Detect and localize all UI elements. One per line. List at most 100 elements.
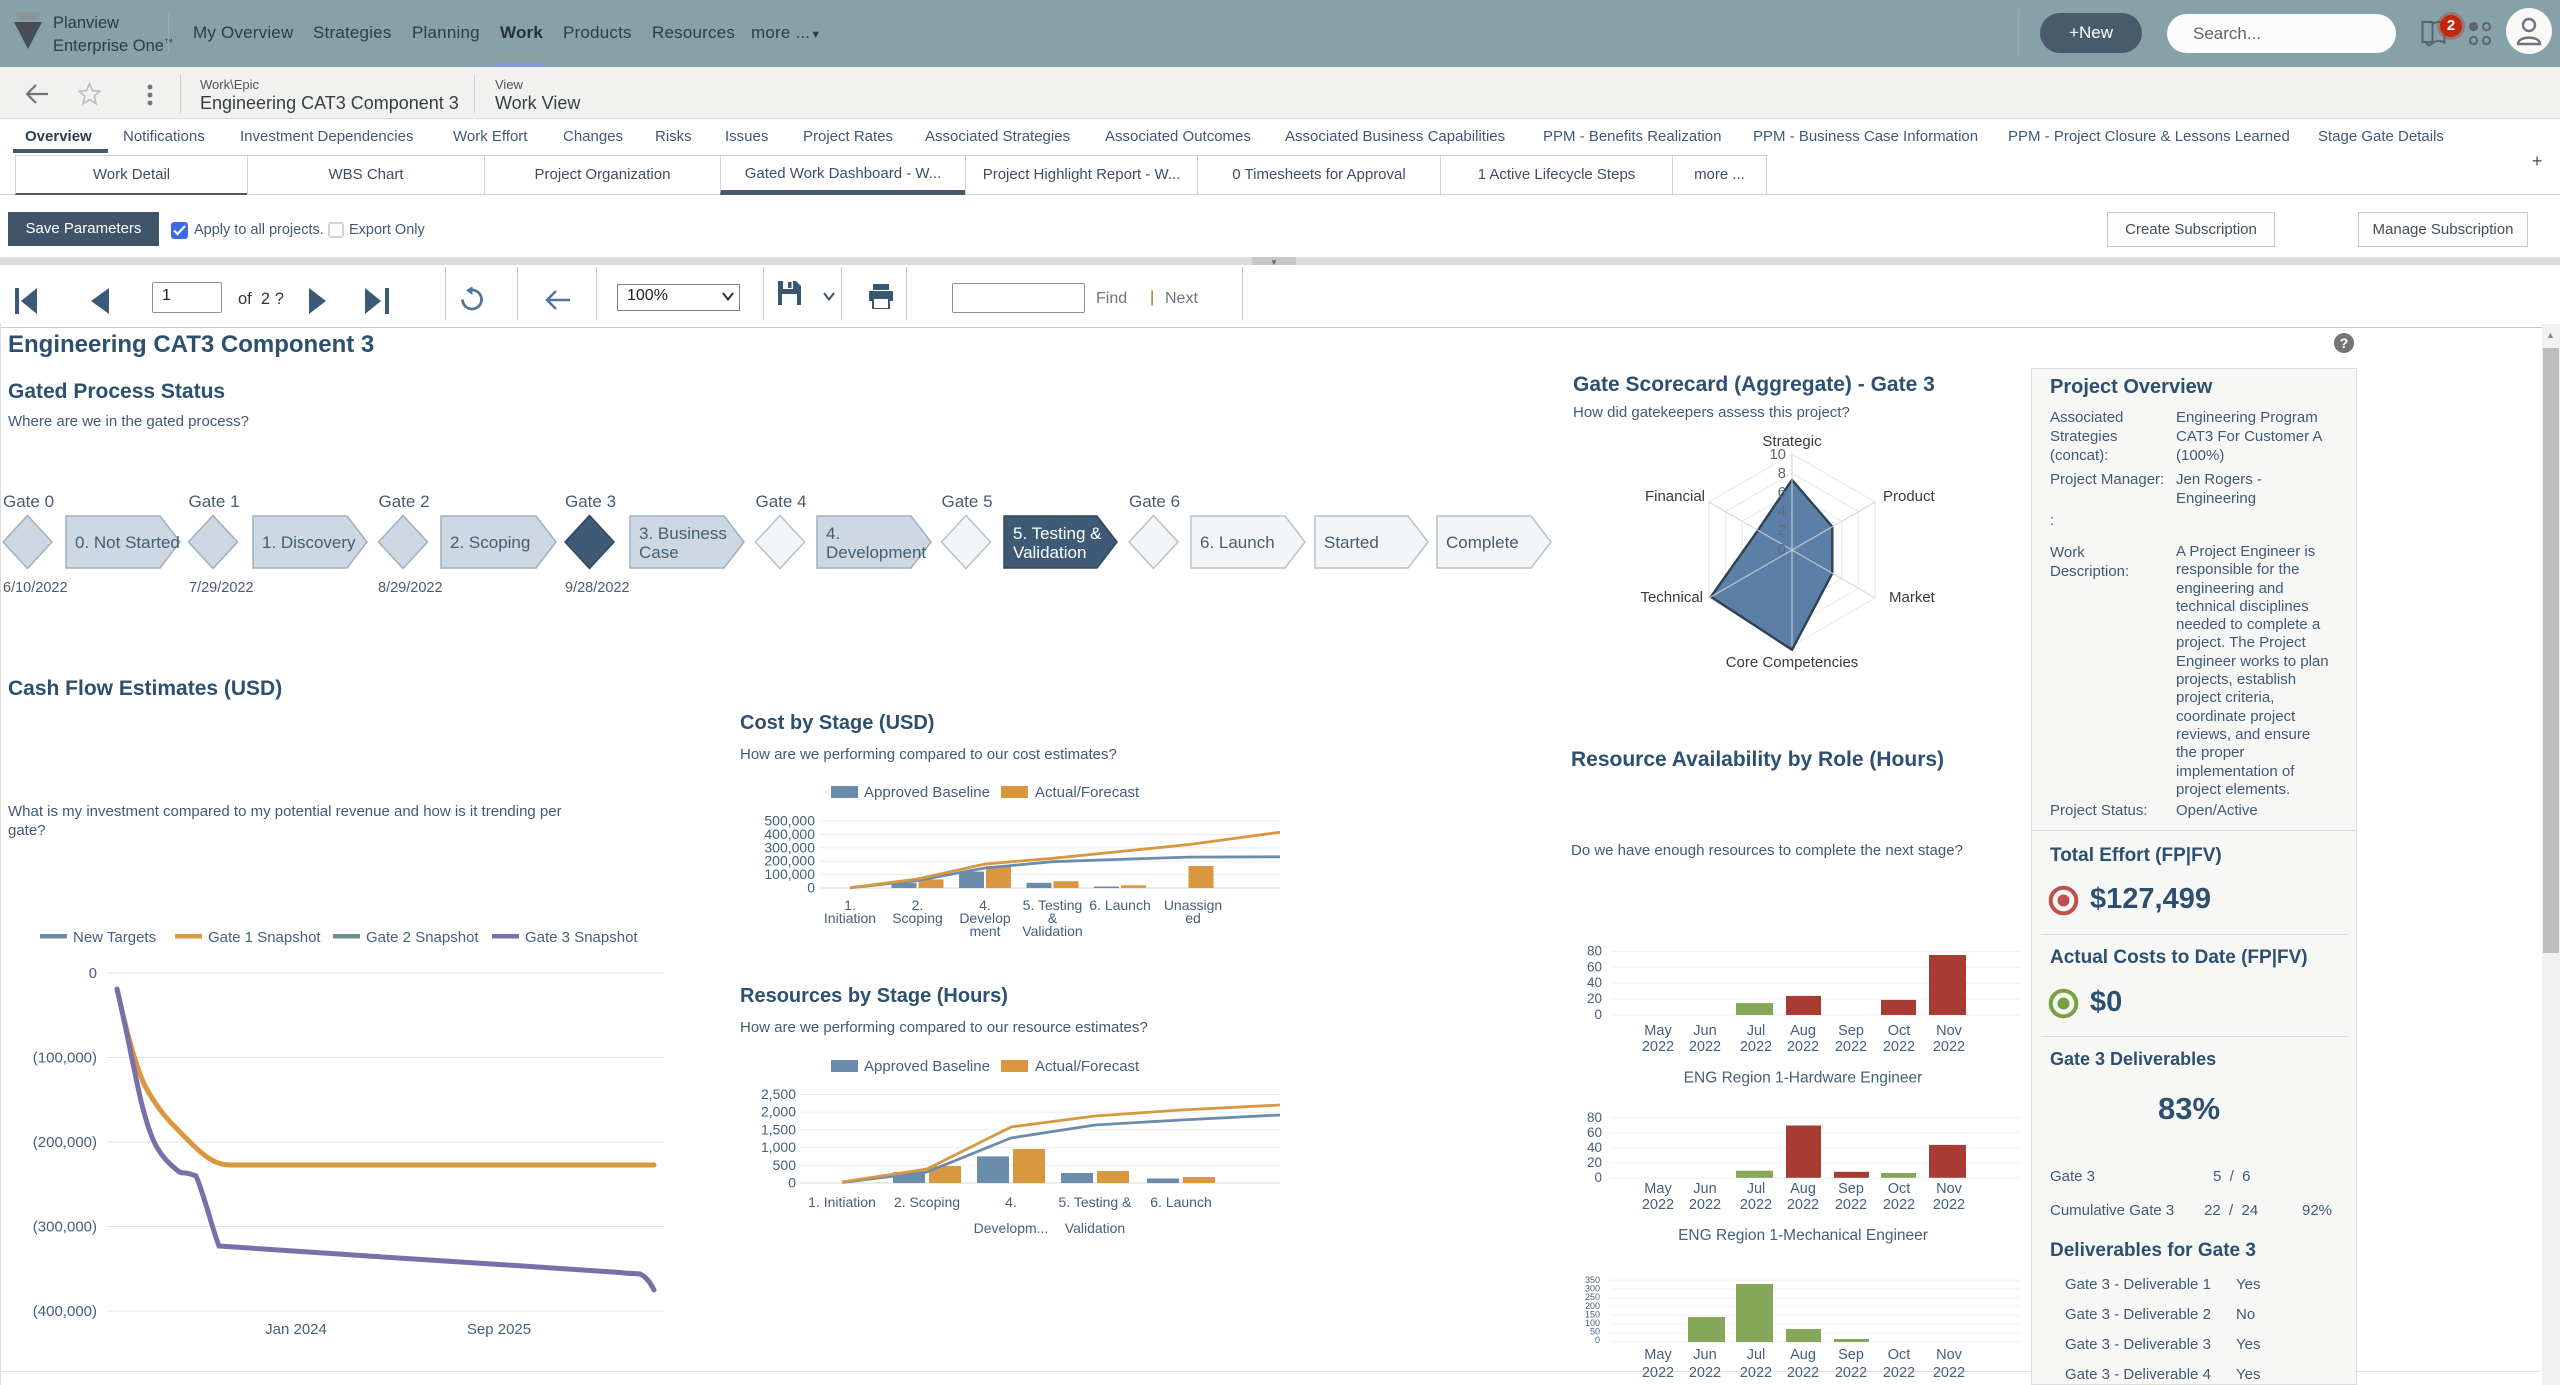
svg-text:Jan 2024: Jan 2024 [265, 1321, 327, 1338]
svg-text:350: 350 [1585, 1275, 1600, 1285]
svg-text:2022: 2022 [1642, 1365, 1674, 1381]
svg-text:Aug: Aug [1790, 1347, 1816, 1363]
svg-text:2022: 2022 [1740, 1197, 1772, 1213]
svg-text:5. Testing &: 5. Testing & [1013, 524, 1102, 543]
svg-text:Actual/Forecast: Actual/Forecast [1035, 1058, 1140, 1075]
svg-text:6. Launch: 6. Launch [1089, 897, 1151, 913]
svg-text:2022: 2022 [1883, 1039, 1915, 1055]
svg-text:2022: 2022 [1642, 1197, 1674, 1213]
svg-text:400,000: 400,000 [764, 826, 815, 842]
svg-text:Sep: Sep [1838, 1181, 1864, 1197]
svg-text:Nov: Nov [1936, 1181, 1963, 1197]
svg-text:2,000: 2,000 [761, 1104, 796, 1120]
svg-text:40: 40 [1587, 1140, 1602, 1155]
svg-text:Technical: Technical [1640, 589, 1703, 606]
svg-text:4.: 4. [826, 524, 840, 543]
svg-text:2022: 2022 [1835, 1197, 1867, 1213]
svg-text:Develop: Develop [959, 910, 1011, 926]
svg-text:Initiation: Initiation [824, 910, 876, 926]
svg-text:Approved Baseline: Approved Baseline [864, 1058, 990, 1075]
svg-text:Oct: Oct [1888, 1181, 1911, 1197]
svg-text:&: & [1048, 910, 1058, 926]
svg-text:2022: 2022 [1933, 1039, 1965, 1055]
svg-text:100,000: 100,000 [764, 866, 815, 882]
svg-text:500,000: 500,000 [764, 813, 815, 829]
svg-text:2022: 2022 [1740, 1039, 1772, 1055]
svg-text:2: 2 [1778, 522, 1786, 539]
svg-text:Jul: Jul [1747, 1023, 1766, 1039]
svg-text:4.: 4. [1005, 1194, 1017, 1210]
svg-text:4.: 4. [979, 897, 991, 913]
svg-text:Financial: Financial [1645, 488, 1705, 505]
svg-text:200,000: 200,000 [764, 853, 815, 869]
svg-text:2022: 2022 [1787, 1365, 1819, 1381]
svg-text:(300,000): (300,000) [33, 1219, 97, 1236]
svg-text:Unassign: Unassign [1164, 897, 1222, 913]
svg-text:Sep: Sep [1838, 1023, 1864, 1039]
svg-text:2022: 2022 [1787, 1039, 1819, 1055]
svg-text:2022: 2022 [1689, 1039, 1721, 1055]
svg-text:Gate 2 Snapshot: Gate 2 Snapshot [366, 929, 479, 946]
svg-text:8: 8 [1778, 465, 1786, 482]
svg-text:2022: 2022 [1740, 1365, 1772, 1381]
svg-text:Gate 3: Gate 3 [565, 492, 616, 511]
svg-text:(400,000): (400,000) [33, 1303, 97, 1320]
svg-text:May: May [1644, 1347, 1672, 1363]
svg-text:2022: 2022 [1933, 1197, 1965, 1213]
svg-text:80: 80 [1587, 943, 1602, 958]
svg-text:Gate 4: Gate 4 [756, 492, 807, 511]
svg-text:5. Testing &: 5. Testing & [1059, 1194, 1133, 1210]
svg-text:0: 0 [1778, 541, 1786, 558]
svg-text:2022: 2022 [1835, 1365, 1867, 1381]
svg-text:Case: Case [639, 543, 679, 562]
svg-text:0: 0 [807, 880, 815, 896]
svg-text:(100,000): (100,000) [33, 1050, 97, 1067]
svg-text:Complete: Complete [1446, 533, 1519, 552]
svg-text:1. Discovery: 1. Discovery [262, 533, 356, 552]
svg-text:0. Not Started: 0. Not Started [75, 533, 180, 552]
svg-text:Started: Started [1324, 533, 1379, 552]
svg-text:Development: Development [826, 543, 926, 562]
svg-text:Aug: Aug [1790, 1181, 1816, 1197]
svg-text:100: 100 [1585, 1318, 1600, 1328]
svg-text:Product: Product [1883, 488, 1936, 505]
svg-text:60: 60 [1587, 1125, 1602, 1140]
svg-text:7/29/2022: 7/29/2022 [189, 580, 254, 596]
svg-text:1,000: 1,000 [761, 1139, 796, 1155]
svg-text:40: 40 [1587, 975, 1602, 990]
svg-text:Gate 1: Gate 1 [189, 492, 240, 511]
svg-text:Nov: Nov [1936, 1023, 1963, 1039]
svg-text:Validation: Validation [1013, 543, 1086, 562]
svg-text:2. Scoping: 2. Scoping [450, 533, 530, 552]
svg-text:6. Launch: 6. Launch [1200, 533, 1275, 552]
svg-text:8/29/2022: 8/29/2022 [378, 580, 443, 596]
svg-text:200: 200 [1585, 1301, 1600, 1311]
svg-text:Validation: Validation [1065, 1220, 1125, 1236]
svg-text:New Targets: New Targets [73, 929, 156, 946]
svg-text:Gate 6: Gate 6 [1129, 492, 1180, 511]
svg-text:ment: ment [969, 923, 1000, 939]
svg-text:300,000: 300,000 [764, 839, 815, 855]
svg-text:250: 250 [1585, 1292, 1600, 1302]
svg-text:3. Business: 3. Business [639, 524, 727, 543]
svg-text:ENG Region 1-Hardware Engineer: ENG Region 1-Hardware Engineer [1684, 1070, 1923, 1087]
svg-text:Jul: Jul [1747, 1181, 1766, 1197]
svg-text:Oct: Oct [1888, 1023, 1911, 1039]
svg-text:1,500: 1,500 [761, 1121, 796, 1137]
svg-text:Jun: Jun [1693, 1347, 1716, 1363]
svg-text:Gate 3 Snapshot: Gate 3 Snapshot [525, 929, 638, 946]
svg-text:4: 4 [1778, 503, 1786, 520]
svg-text:2022: 2022 [1689, 1197, 1721, 1213]
svg-text:Jun: Jun [1693, 1023, 1716, 1039]
svg-text:Nov: Nov [1936, 1347, 1963, 1363]
svg-text:Market: Market [1889, 589, 1936, 606]
svg-text:10: 10 [1769, 446, 1786, 463]
svg-text:300: 300 [1585, 1284, 1600, 1294]
svg-text:Jul: Jul [1747, 1347, 1766, 1363]
svg-text:Aug: Aug [1790, 1023, 1816, 1039]
svg-text:500: 500 [773, 1157, 797, 1173]
svg-text:5. Testing: 5. Testing [1023, 897, 1083, 913]
svg-text:2022: 2022 [1933, 1365, 1965, 1381]
svg-text:2,500: 2,500 [761, 1086, 796, 1102]
svg-text:ed: ed [1185, 910, 1201, 926]
